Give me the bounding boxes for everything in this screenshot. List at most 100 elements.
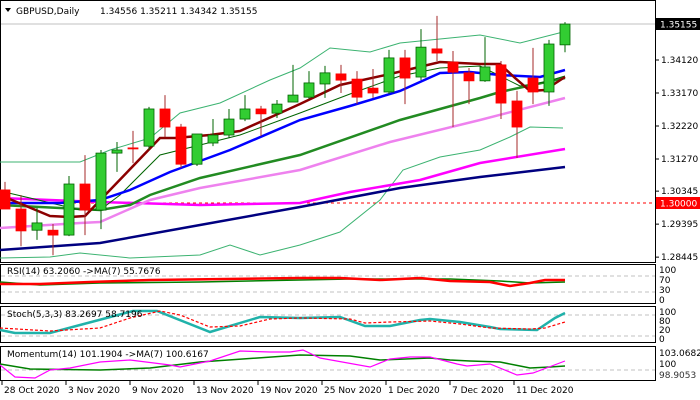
bullish-candle-body: [191, 133, 203, 165]
momentum-line: [0, 349, 566, 379]
candle: [159, 95, 171, 138]
candle: [271, 99, 283, 119]
bearish-candle-body: [367, 87, 379, 94]
candle: [543, 39, 555, 106]
y-tick-label: 1.28445: [661, 253, 698, 263]
bollinger-lower-line: [0, 126, 564, 259]
stoch-level-label-100: 100: [659, 308, 676, 318]
bearish-candle-body: [127, 147, 139, 150]
ohlc-values: 1.34556 1.35211 1.34342 1.35155: [100, 7, 257, 17]
candle: [447, 50, 459, 128]
rsi-level-label-100: 100: [659, 266, 676, 276]
bollinger-upper-line: [0, 31, 564, 163]
current-price-label: 1.35155: [660, 21, 697, 31]
candle: [559, 22, 571, 53]
bullish-candle-body: [287, 94, 299, 103]
candle: [399, 49, 411, 105]
x-tick-label: 28 Oct 2020: [4, 386, 60, 396]
candle: [63, 176, 75, 237]
x-tick-label: 19 Nov 2020: [260, 386, 318, 396]
candle: [415, 29, 427, 81]
x-tick-label: 13 Nov 2020: [196, 386, 254, 396]
y-tick-label: 1.33170: [661, 89, 698, 99]
stoch-label: Stoch(5,3,3) 83.2697 58.7196: [7, 310, 143, 320]
candle: [303, 71, 315, 99]
bearish-candle-body: [255, 108, 267, 115]
ma-magenta-line: [0, 147, 566, 207]
y-tick-label: 1.31270: [661, 155, 698, 165]
y-tick-label: 1.30345: [661, 187, 698, 197]
candle: [511, 90, 523, 158]
bearish-candle-body: [463, 72, 475, 82]
bullish-candle-body: [559, 23, 571, 46]
x-tick-label: 7 Dec 2020: [452, 386, 504, 396]
symbol-timeframe: GBPUSD,Daily: [16, 7, 80, 17]
candle: [127, 130, 139, 164]
bearish-candle-body: [447, 61, 459, 73]
x-tick-label: 9 Nov 2020: [132, 386, 184, 396]
momentum-label: Momentum(14) 101.1904 ->MA(7) 100.6167: [7, 350, 209, 360]
rsi-level-label-70: 70: [659, 276, 671, 286]
ma-violet-line: [0, 96, 566, 230]
bearish-candle-body: [495, 64, 507, 104]
bearish-candle-body: [159, 108, 171, 128]
bearish-candle-body: [15, 208, 27, 232]
bearish-candle-body: [431, 48, 443, 54]
y-tick-label: 1.29395: [661, 220, 698, 230]
momentum-ma-line: [0, 354, 566, 371]
candle: [15, 195, 27, 247]
bearish-candle-body: [47, 229, 59, 236]
candle: [95, 149, 107, 230]
candle: [79, 155, 91, 236]
candle: [479, 37, 491, 82]
ma-thin-green-line: [0, 65, 566, 211]
candle: [383, 49, 395, 95]
dropdown-triangle-icon[interactable]: [5, 8, 11, 12]
bullish-candle-body: [303, 82, 315, 98]
current-price-badge: [656, 18, 700, 30]
candle: [367, 69, 379, 98]
overlay-indicators: [0, 31, 566, 259]
bullish-candle-body: [111, 149, 123, 154]
level-price-label: 1.30000: [660, 200, 697, 210]
stoch-d-line: [0, 310, 566, 332]
bearish-candle-body: [0, 189, 11, 210]
stoch-level-label-20: 20: [659, 326, 671, 336]
bearish-candle-body: [335, 73, 347, 81]
rsi-line: [0, 276, 565, 288]
candle: [143, 106, 155, 150]
bullish-candle-body: [271, 103, 283, 114]
rsi-level-label-30: 30: [659, 286, 671, 296]
candle: [239, 95, 251, 122]
candle: [335, 64, 347, 93]
bullish-candle-body: [415, 46, 427, 78]
bullish-candle-body: [207, 134, 219, 144]
x-tick-label: 1 Dec 2020: [388, 386, 440, 396]
candle: [207, 119, 219, 147]
candle: [0, 181, 11, 210]
candle: [351, 71, 363, 105]
bullish-candle-body: [239, 108, 251, 120]
candle: [495, 61, 507, 120]
rsi-label: RSI(14) 63.2060 ->MA(7) 55.7676: [7, 267, 161, 277]
candle: [319, 65, 331, 98]
candles-group: [0, 15, 571, 256]
stoch-level-label-80: 80: [659, 317, 671, 327]
bearish-candle-body: [527, 77, 539, 93]
level-price-badge: [656, 197, 700, 209]
candle: [47, 223, 59, 256]
ma-navy-line: [0, 165, 566, 252]
x-tick-label: 3 Nov 2020: [68, 386, 120, 396]
bullish-candle-body: [95, 152, 107, 211]
x-tick-label: 11 Dec 2020: [516, 386, 574, 396]
bearish-candle-body: [79, 183, 91, 211]
momentum-level-label-bottom: 98.9053: [659, 371, 696, 381]
candle: [223, 108, 235, 139]
candle: [431, 15, 443, 62]
candle: [463, 67, 475, 105]
candle: [111, 141, 123, 172]
bullish-candle-body: [143, 108, 155, 147]
y-tick-label: 1.32220: [661, 122, 698, 132]
candle: [175, 123, 187, 169]
